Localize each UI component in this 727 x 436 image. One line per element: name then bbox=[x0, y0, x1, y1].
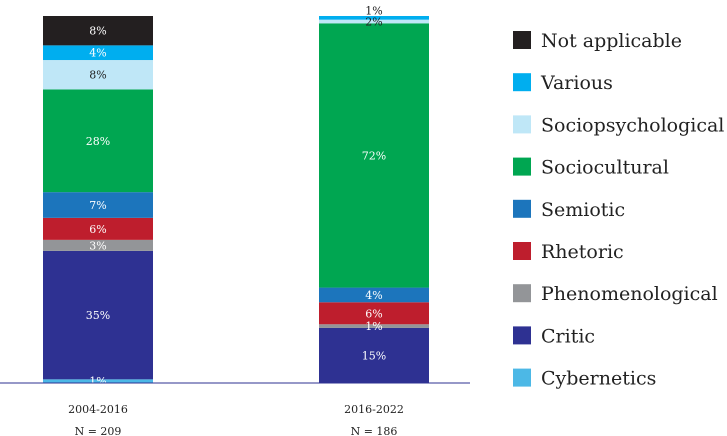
segment-label-phenomenological-1: 3% bbox=[89, 239, 106, 252]
bar-segment-cybernetics-1 bbox=[43, 379, 153, 383]
legend-item-rhetoric: Rhetoric bbox=[513, 241, 624, 263]
segment-label-cybernetics-1: 1% bbox=[89, 375, 106, 388]
legend-swatch bbox=[513, 199, 531, 218]
segment-label-phenomenological-2: 1% bbox=[365, 320, 382, 333]
bar-segment-phenomenological-2 bbox=[319, 324, 429, 328]
legend-swatch bbox=[513, 115, 531, 134]
legend-label: Critic bbox=[541, 325, 595, 347]
legend-item-sociocultural: Sociocultural bbox=[513, 157, 669, 179]
bars-group bbox=[43, 16, 429, 383]
sample-size-label: N = 186 bbox=[351, 425, 398, 436]
bar-segment-sociocultural-2 bbox=[319, 23, 429, 288]
legend-swatch bbox=[513, 284, 531, 303]
legend-swatch bbox=[513, 326, 531, 345]
legend-label: Semiotic bbox=[541, 199, 625, 221]
bar-segment-semiotic-2 bbox=[319, 287, 429, 303]
bar-segment-various-1 bbox=[43, 45, 153, 61]
legend-label: Sociopsychological bbox=[541, 114, 724, 136]
bar-segment-rhetoric-2 bbox=[319, 302, 429, 325]
legend-item-not-applicable: Not applicable bbox=[513, 30, 682, 52]
segment-label-not-applicable-1: 8% bbox=[89, 25, 106, 38]
legend-item-cybernetics: Cybernetics bbox=[513, 368, 656, 390]
legend-label: Phenomenological bbox=[541, 283, 718, 305]
bar-segment-critic-2 bbox=[319, 327, 429, 383]
segment-label-critic-2: 15% bbox=[362, 349, 386, 362]
bar-segment-sociopsychological-1 bbox=[43, 60, 153, 90]
segment-labels-group: 1%35%3%6%7%28%8%4%8%15%1%6%4%72%2%1% bbox=[86, 5, 386, 389]
bar-segment-phenomenological-1 bbox=[43, 239, 153, 251]
segment-label-sociopsychological-1: 8% bbox=[89, 69, 106, 82]
legend-item-semiotic: Semiotic bbox=[513, 199, 625, 221]
legend: Not applicable Various Sociopsychological S… bbox=[513, 30, 724, 390]
legend-item-critic: Critic bbox=[513, 325, 595, 347]
segment-label-various-1: 4% bbox=[89, 47, 106, 60]
segment-label-rhetoric-1: 6% bbox=[89, 223, 106, 236]
bar-segment-sociopsychological-2 bbox=[319, 19, 429, 24]
legend-swatch bbox=[513, 242, 531, 260]
legend-label: Various bbox=[540, 72, 613, 94]
legend-swatch bbox=[513, 73, 531, 92]
legend-label: Cybernetics bbox=[541, 368, 656, 390]
legend-label: Sociocultural bbox=[541, 157, 669, 179]
legend-label: Not applicable bbox=[541, 30, 682, 52]
segment-label-semiotic-2: 4% bbox=[365, 289, 382, 302]
category-labels-group: 2004-2016 N = 209 2016-2022 N = 186 bbox=[68, 403, 404, 436]
segment-label-various-2: 1% bbox=[365, 5, 382, 18]
legend-item-sociopsychological: Sociopsychological bbox=[513, 114, 724, 136]
segment-label-rhetoric-2: 6% bbox=[365, 307, 382, 320]
category-label: 2004-2016 bbox=[68, 403, 128, 416]
bar-segment-rhetoric-1 bbox=[43, 217, 153, 240]
category-label: 2016-2022 bbox=[344, 403, 404, 416]
bar-segment-critic-1 bbox=[43, 250, 153, 380]
bar-segment-semiotic-1 bbox=[43, 192, 153, 218]
bar-segment-not-applicable-1 bbox=[43, 16, 153, 46]
segment-label-critic-1: 35% bbox=[86, 309, 110, 322]
sample-size-label: N = 209 bbox=[75, 425, 122, 436]
legend-item-various: Various bbox=[513, 72, 613, 94]
legend-label: Rhetoric bbox=[541, 241, 624, 263]
legend-item-phenomenological: Phenomenological bbox=[513, 283, 718, 305]
legend-swatch bbox=[513, 368, 531, 387]
legend-swatch bbox=[513, 157, 531, 176]
segment-label-semiotic-1: 7% bbox=[89, 199, 106, 212]
segment-label-sociocultural-1: 28% bbox=[86, 135, 110, 148]
segment-label-sociopsychological-2: 2% bbox=[365, 16, 382, 29]
bar-segment-various-2 bbox=[319, 16, 429, 20]
bar-segment-sociocultural-1 bbox=[43, 89, 153, 193]
legend-swatch bbox=[513, 31, 531, 49]
segment-label-sociocultural-2: 72% bbox=[362, 149, 386, 162]
